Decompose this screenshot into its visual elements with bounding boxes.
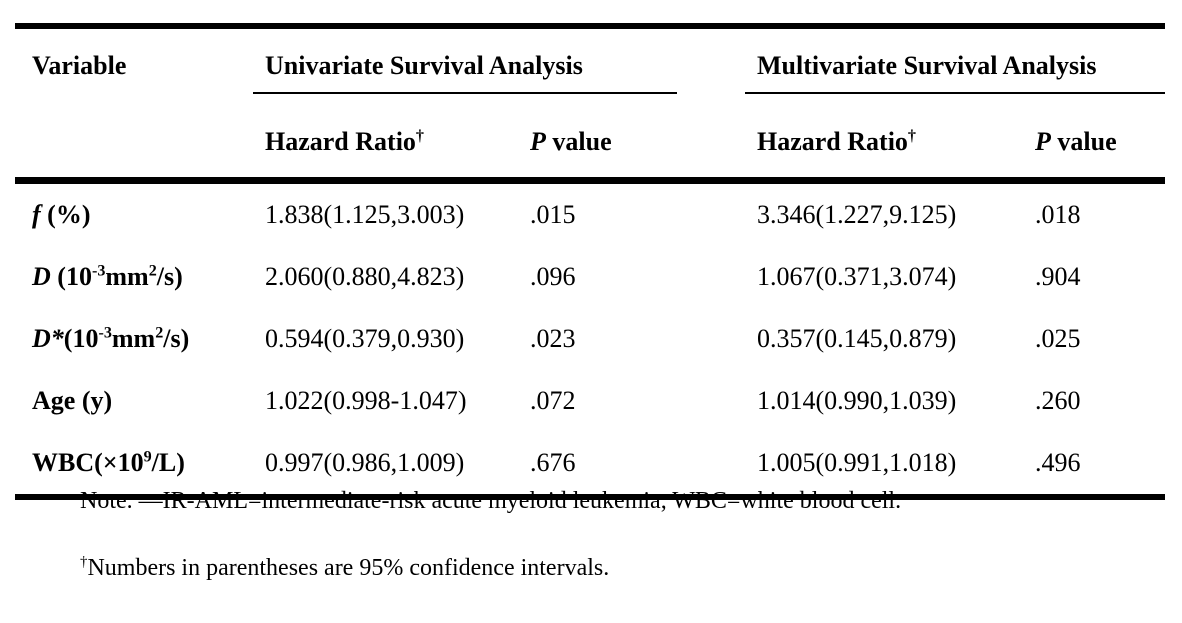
variable-label: D*(10-3mm2/s) [32, 324, 190, 353]
multivariate-group-label: Multivariate Survival Analysis [757, 51, 1097, 80]
multivariate-p-value: .904 [1035, 262, 1081, 291]
hazard-ratio-label: Hazard Ratio [265, 127, 416, 156]
variable-label: f (%) [32, 200, 91, 229]
univariate-group-label: Univariate Survival Analysis [265, 51, 583, 80]
univariate-hazard-ratio: 0.594(0.379,0.930) [265, 324, 465, 353]
value-word: value [545, 127, 612, 156]
sub-header-row: Hazard Ratio† P value Hazard Ratio† P va… [15, 115, 1165, 181]
multivariate-p-value: .260 [1035, 386, 1081, 415]
multivariate-p-value: .496 [1035, 448, 1081, 477]
group-header-univariate: Univariate Survival Analysis [253, 26, 757, 115]
hazard-ratio-label: Hazard Ratio [757, 127, 908, 156]
univariate-hazard-ratio: 1.022(0.998-1.047) [265, 386, 467, 415]
variable-label: D (10-3mm2/s) [32, 262, 183, 291]
univariate-hazard-ratio: 0.997(0.986,1.009) [265, 448, 465, 477]
group-header-multivariate: Multivariate Survival Analysis [745, 26, 1165, 115]
univariate-group-underline: Univariate Survival Analysis [253, 51, 677, 94]
table-row-d-star: D*(10-3mm2/s) 0.594(0.379,0.930) .023 0.… [15, 308, 1165, 370]
table-notes: Note. —IR-AML=intermediate-risk acute my… [80, 488, 901, 582]
multivariate-p-value: .018 [1035, 200, 1081, 229]
univariate-p-value: .023 [530, 324, 576, 353]
value-word: value [1050, 127, 1117, 156]
group-header-row: Variable Univariate Survival Analysis Mu… [15, 26, 1165, 115]
analysis-table: Variable Univariate Survival Analysis Mu… [15, 23, 1165, 500]
survival-analysis-table: Variable Univariate Survival Analysis Mu… [15, 23, 1165, 500]
univariate-p-value: .096 [530, 262, 576, 291]
multivariate-group-underline: Multivariate Survival Analysis [745, 51, 1165, 94]
footnote-text: †Numbers in parentheses are 95% confiden… [80, 555, 901, 582]
multivariate-hazard-ratio: 1.014(0.990,1.039) [757, 386, 957, 415]
variable-label: WBC(×109/L) [32, 448, 185, 477]
column-header-pvalue-multivariate: P value [1035, 115, 1165, 181]
variable-header-label: Variable [32, 51, 127, 80]
p-letter: P [1035, 127, 1051, 156]
multivariate-hazard-ratio: 0.357(0.145,0.879) [757, 324, 957, 353]
multivariate-hazard-ratio: 3.346(1.227,9.125) [757, 200, 957, 229]
univariate-p-value: .676 [530, 448, 576, 477]
multivariate-p-value: .025 [1035, 324, 1081, 353]
dagger-superscript: † [907, 127, 916, 145]
multivariate-hazard-ratio: 1.005(0.991,1.018) [757, 448, 957, 477]
univariate-hazard-ratio: 2.060(0.880,4.823) [265, 262, 465, 291]
column-header-pvalue-univariate: P value [530, 115, 757, 181]
multivariate-hazard-ratio: 1.067(0.371,3.074) [757, 262, 957, 291]
column-header-hazard-ratio-multivariate: Hazard Ratio† [757, 115, 1035, 181]
footnote-body: Numbers in parentheses are 95% confidenc… [87, 555, 610, 581]
p-letter: P [530, 127, 546, 156]
table-row-d: D (10-3mm2/s) 2.060(0.880,4.823) .096 1.… [15, 246, 1165, 308]
univariate-p-value: .015 [530, 200, 576, 229]
table-row-f: f (%) 1.838(1.125,3.003) .015 3.346(1.22… [15, 181, 1165, 247]
table-row-wbc: WBC(×109/L) 0.997(0.986,1.009) .676 1.00… [15, 432, 1165, 497]
note-text: Note. —IR-AML=intermediate-risk acute my… [80, 488, 902, 514]
column-header-variable: Variable [15, 26, 265, 181]
variable-label: Age (y) [32, 386, 113, 415]
univariate-hazard-ratio: 1.838(1.125,3.003) [265, 200, 465, 229]
table-row-age: Age (y) 1.022(0.998-1.047) .072 1.014(0.… [15, 370, 1165, 432]
column-header-hazard-ratio-univariate: Hazard Ratio† [265, 115, 530, 181]
dagger-superscript: † [415, 127, 424, 145]
univariate-p-value: .072 [530, 386, 576, 415]
footnote-dagger: † [80, 554, 88, 570]
